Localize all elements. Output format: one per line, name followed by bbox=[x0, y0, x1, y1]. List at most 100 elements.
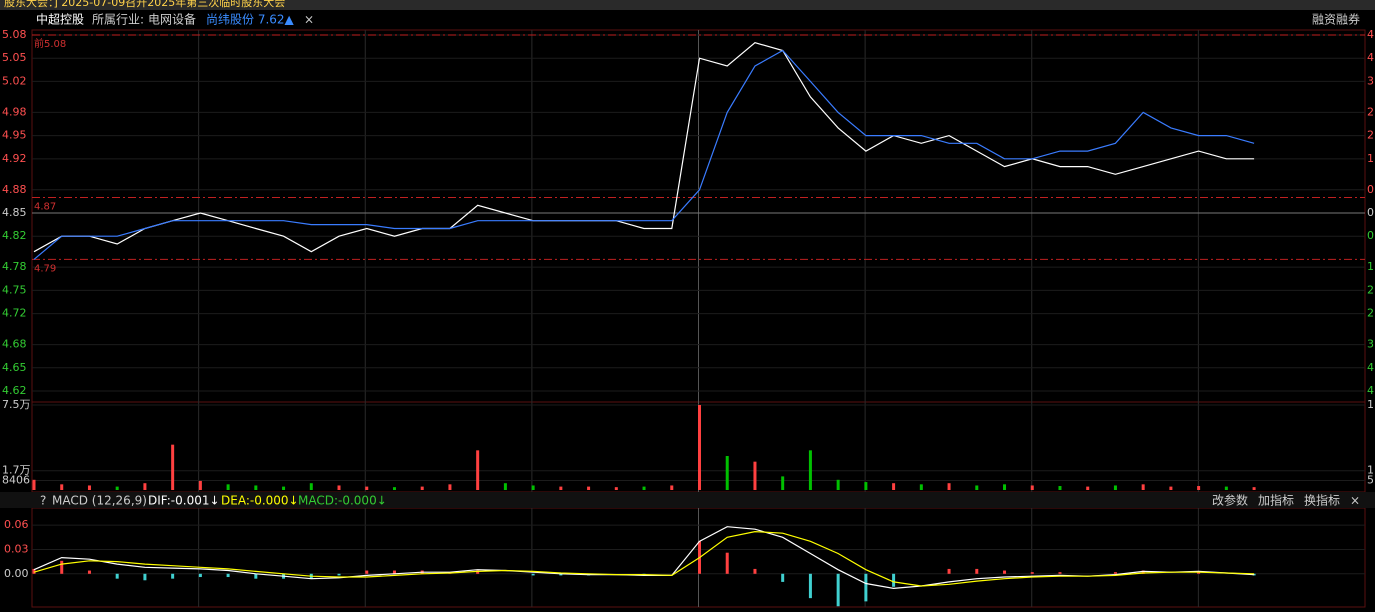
volume-bar bbox=[559, 486, 563, 490]
macd-bar bbox=[1003, 570, 1007, 574]
y-tick-label: 5.05 bbox=[2, 51, 27, 64]
macd-bar bbox=[1030, 572, 1034, 574]
price-line bbox=[33, 49, 1255, 260]
macd-bar bbox=[254, 573, 258, 579]
right-label: 2 bbox=[1367, 283, 1374, 296]
y-tick-label: 4.62 bbox=[2, 384, 27, 397]
macd-button[interactable]: 换指标 bbox=[1304, 493, 1340, 508]
right-label: 4 bbox=[1367, 51, 1374, 64]
y-tick-label: 4.88 bbox=[2, 183, 27, 196]
volume-bar bbox=[1224, 486, 1228, 490]
close-related[interactable]: × bbox=[304, 13, 314, 27]
y-tick-label: 4.82 bbox=[2, 229, 27, 242]
macd-bar bbox=[836, 573, 840, 607]
volume-bar bbox=[947, 483, 951, 490]
ref-label: 4.79 bbox=[34, 263, 56, 274]
volume-bar bbox=[365, 486, 369, 490]
y-tick-label: 4.85 bbox=[2, 206, 27, 219]
macd-button[interactable]: 加指标 bbox=[1258, 493, 1294, 508]
volume-bar bbox=[531, 485, 535, 490]
volume-bar bbox=[448, 484, 452, 490]
right-label: 0 bbox=[1367, 229, 1374, 242]
macd-bar bbox=[226, 573, 230, 578]
volume-bar bbox=[919, 484, 923, 490]
volume-bar bbox=[1141, 484, 1145, 490]
right-label: 1 bbox=[1367, 398, 1374, 411]
volume-bar bbox=[282, 486, 286, 490]
volume-bar bbox=[1030, 485, 1034, 490]
right-label: 3 bbox=[1367, 338, 1374, 351]
macd-bar bbox=[1197, 572, 1201, 574]
macd-value: MACD:-0.000↓ bbox=[298, 494, 387, 508]
volume-bar bbox=[32, 479, 36, 490]
volume-bar bbox=[309, 483, 313, 490]
notice-bar bbox=[0, 0, 1375, 10]
volume-bar bbox=[725, 456, 729, 490]
y-tick-label: 4.92 bbox=[2, 152, 27, 165]
macd-bar bbox=[808, 573, 812, 599]
macd-bar bbox=[781, 573, 785, 582]
volume-bar bbox=[670, 485, 674, 490]
y-tick-label: 5.02 bbox=[2, 74, 27, 87]
macd-bar bbox=[143, 573, 147, 581]
macd-bar bbox=[1113, 572, 1117, 574]
volume-bar bbox=[1003, 484, 1007, 490]
right-label: 0 bbox=[1367, 206, 1374, 219]
margin-trading[interactable]: 融资融券 bbox=[1312, 12, 1360, 27]
volume-bar bbox=[781, 476, 785, 490]
macd-bar bbox=[531, 573, 535, 576]
right-label: 1 bbox=[1367, 260, 1374, 273]
y-tick-label: 4.72 bbox=[2, 307, 27, 320]
macd-title: MACD (12,26,9) bbox=[52, 494, 147, 508]
macd-bar bbox=[392, 570, 396, 574]
macd-line bbox=[33, 530, 1255, 587]
volume-bar bbox=[476, 450, 480, 490]
volume-bar bbox=[254, 485, 258, 490]
volume-bar bbox=[143, 483, 147, 490]
dif: DIF:-0.001↓ bbox=[148, 494, 220, 508]
y-tick-label: 8406 bbox=[2, 473, 30, 486]
macd-bar bbox=[1141, 570, 1145, 574]
macd-bar bbox=[864, 573, 868, 602]
macd-bar bbox=[60, 560, 64, 574]
volume-bar bbox=[1197, 486, 1201, 490]
macd-bar bbox=[365, 570, 369, 574]
volume-bar bbox=[864, 482, 868, 490]
macd-bar bbox=[892, 573, 896, 587]
right-label: 2 bbox=[1367, 307, 1374, 320]
ref-label: 4.87 bbox=[34, 202, 56, 213]
volume-bar bbox=[337, 485, 341, 490]
help[interactable]: ? bbox=[40, 494, 46, 508]
right-label: 3 bbox=[1367, 74, 1374, 87]
stock-name: 中超控股 bbox=[36, 12, 84, 27]
y-tick-label: 4.75 bbox=[2, 283, 27, 296]
macd-bar bbox=[32, 568, 36, 574]
macd-bar bbox=[476, 570, 480, 574]
macd-button[interactable]: 改参数 bbox=[1212, 493, 1248, 508]
volume-bar bbox=[226, 484, 230, 490]
volume-bar bbox=[115, 486, 119, 490]
volume-bar bbox=[975, 485, 979, 490]
y-tick-label: 5.08 bbox=[2, 28, 27, 41]
volume-bar bbox=[1169, 486, 1173, 490]
volume-bar bbox=[753, 461, 757, 490]
y-tick-label: 0.06 bbox=[4, 518, 29, 531]
right-label: 5 bbox=[1367, 473, 1374, 486]
related-stock[interactable]: 尚纬股份 7.62▲ bbox=[206, 13, 295, 27]
right-label: 2 bbox=[1367, 129, 1374, 142]
y-tick-label: 7.5万 bbox=[2, 398, 31, 411]
volume-bar bbox=[171, 444, 175, 490]
macd-close[interactable]: × bbox=[1350, 494, 1360, 508]
price-line bbox=[33, 42, 1255, 253]
macd-bar bbox=[0, 492, 1375, 508]
y-tick-label: 4.95 bbox=[2, 129, 27, 142]
volume-bar bbox=[642, 486, 646, 490]
right-label: 2 bbox=[1367, 105, 1374, 118]
industry-label: 所属行业: bbox=[92, 13, 144, 27]
macd-bar bbox=[337, 573, 341, 576]
volume-bar bbox=[198, 480, 202, 490]
macd-bar bbox=[975, 568, 979, 574]
macd-bar bbox=[115, 573, 119, 579]
volume-bar bbox=[698, 405, 701, 490]
